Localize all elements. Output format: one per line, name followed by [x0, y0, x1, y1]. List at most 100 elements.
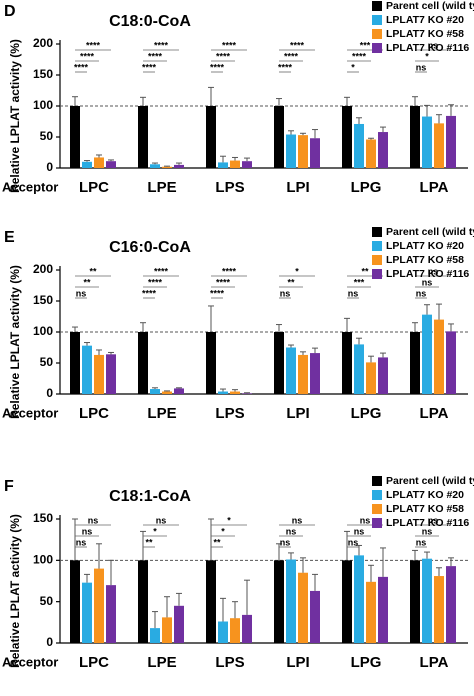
bar	[162, 617, 172, 643]
bar	[342, 106, 352, 168]
bar	[298, 572, 308, 643]
bar	[434, 576, 444, 643]
x-tick-label: LPC	[79, 179, 109, 196]
x-tick-label: LPI	[286, 654, 309, 671]
bar	[70, 332, 80, 394]
chart-title: C18:1-CoA	[109, 488, 191, 505]
legend-label: LPLAT7 KO #20	[386, 489, 464, 501]
bar	[218, 162, 228, 168]
significance-label: **	[287, 277, 295, 287]
bar	[446, 566, 456, 643]
legend-label: LPLAT7 KO #58	[386, 254, 464, 266]
significance-label: ****	[80, 51, 95, 61]
y-axis-label: Relative LPLAT activity (%)	[8, 39, 22, 193]
x-tick-label: LPA	[420, 179, 449, 196]
x-tick-label: LPI	[286, 405, 309, 422]
y-tick-label: 150	[33, 511, 53, 525]
significance-label: **	[83, 277, 91, 287]
significance-label: ****	[222, 40, 237, 50]
legend-swatch	[372, 518, 382, 528]
significance-label: **	[361, 266, 369, 276]
bar	[410, 332, 420, 394]
significance-label: ****	[154, 266, 169, 276]
significance-label: ns	[156, 515, 167, 525]
x-tick-label: LPS	[215, 654, 244, 671]
bar	[354, 123, 364, 168]
x-axis-label: Acceptor	[2, 405, 58, 420]
significance-label: ns	[422, 526, 433, 536]
bar	[162, 391, 172, 394]
significance-label: ns	[416, 288, 427, 298]
legend-label: LPLAT7 KO #58	[386, 503, 464, 515]
bar	[286, 134, 296, 168]
significance-label: ns	[348, 288, 359, 298]
significance-label: ****	[210, 288, 225, 298]
y-axis-label: Relative LPLAT activity (%)	[8, 514, 22, 668]
bar	[354, 344, 364, 394]
y-tick-label: 100	[33, 324, 53, 338]
bar	[310, 138, 320, 168]
significance-label: ****	[148, 277, 163, 287]
legend-label: LPLAT7 KO #20	[386, 14, 464, 26]
bar	[82, 582, 92, 643]
bar	[286, 559, 296, 643]
legend-swatch	[372, 255, 382, 265]
significance-label: ****	[216, 51, 231, 61]
legend-label: LPLAT7 KO #116	[386, 42, 469, 54]
bar	[378, 132, 388, 168]
legend-label: Parent cell (wild type)	[386, 0, 474, 12]
bar	[138, 560, 148, 643]
legend-label: Parent cell (wild type)	[386, 226, 474, 238]
panel-label: D	[4, 3, 16, 20]
x-tick-label: LPA	[420, 405, 449, 422]
bar	[206, 560, 216, 643]
bar	[174, 164, 184, 168]
x-tick-label: LPE	[147, 405, 176, 422]
bar	[342, 560, 352, 643]
bar	[274, 560, 284, 643]
significance-label: ns	[76, 288, 87, 298]
y-tick-label: 0	[46, 635, 53, 649]
significance-label: *	[153, 526, 157, 536]
significance-label: ****	[290, 40, 305, 50]
significance-label: ****	[284, 51, 299, 61]
bar	[138, 106, 148, 168]
significance-label: **	[145, 537, 153, 547]
bar	[242, 393, 252, 394]
x-tick-label: LPE	[147, 179, 176, 196]
x-tick-label: LPG	[351, 179, 382, 196]
significance-label: ns	[360, 515, 371, 525]
significance-label: *	[425, 51, 429, 61]
bar	[70, 106, 80, 168]
significance-label: ns	[82, 526, 93, 536]
bar	[434, 123, 444, 168]
significance-label: ns	[348, 537, 359, 547]
significance-label: ****	[154, 40, 169, 50]
bar	[106, 161, 116, 168]
bar	[366, 362, 376, 394]
bar	[94, 157, 104, 168]
bar	[174, 388, 184, 394]
bar	[446, 331, 456, 394]
bar	[410, 560, 420, 643]
significance-label: ***	[354, 277, 365, 287]
bar	[82, 345, 92, 394]
y-tick-label: 100	[33, 98, 53, 112]
significance-label: ns	[428, 266, 439, 276]
significance-label: ****	[210, 62, 225, 72]
bar	[230, 391, 240, 394]
bar	[174, 605, 184, 643]
significance-label: ****	[74, 62, 89, 72]
legend-swatch	[372, 29, 382, 39]
significance-label: ns	[76, 537, 87, 547]
significance-label: ****	[86, 40, 101, 50]
significance-label: ns	[354, 526, 365, 536]
bar	[274, 106, 284, 168]
bar	[354, 555, 364, 643]
x-tick-label: LPE	[147, 654, 176, 671]
bar	[366, 581, 376, 643]
y-tick-label: 0	[46, 386, 53, 400]
significance-label: ****	[142, 288, 157, 298]
bar	[410, 106, 420, 168]
